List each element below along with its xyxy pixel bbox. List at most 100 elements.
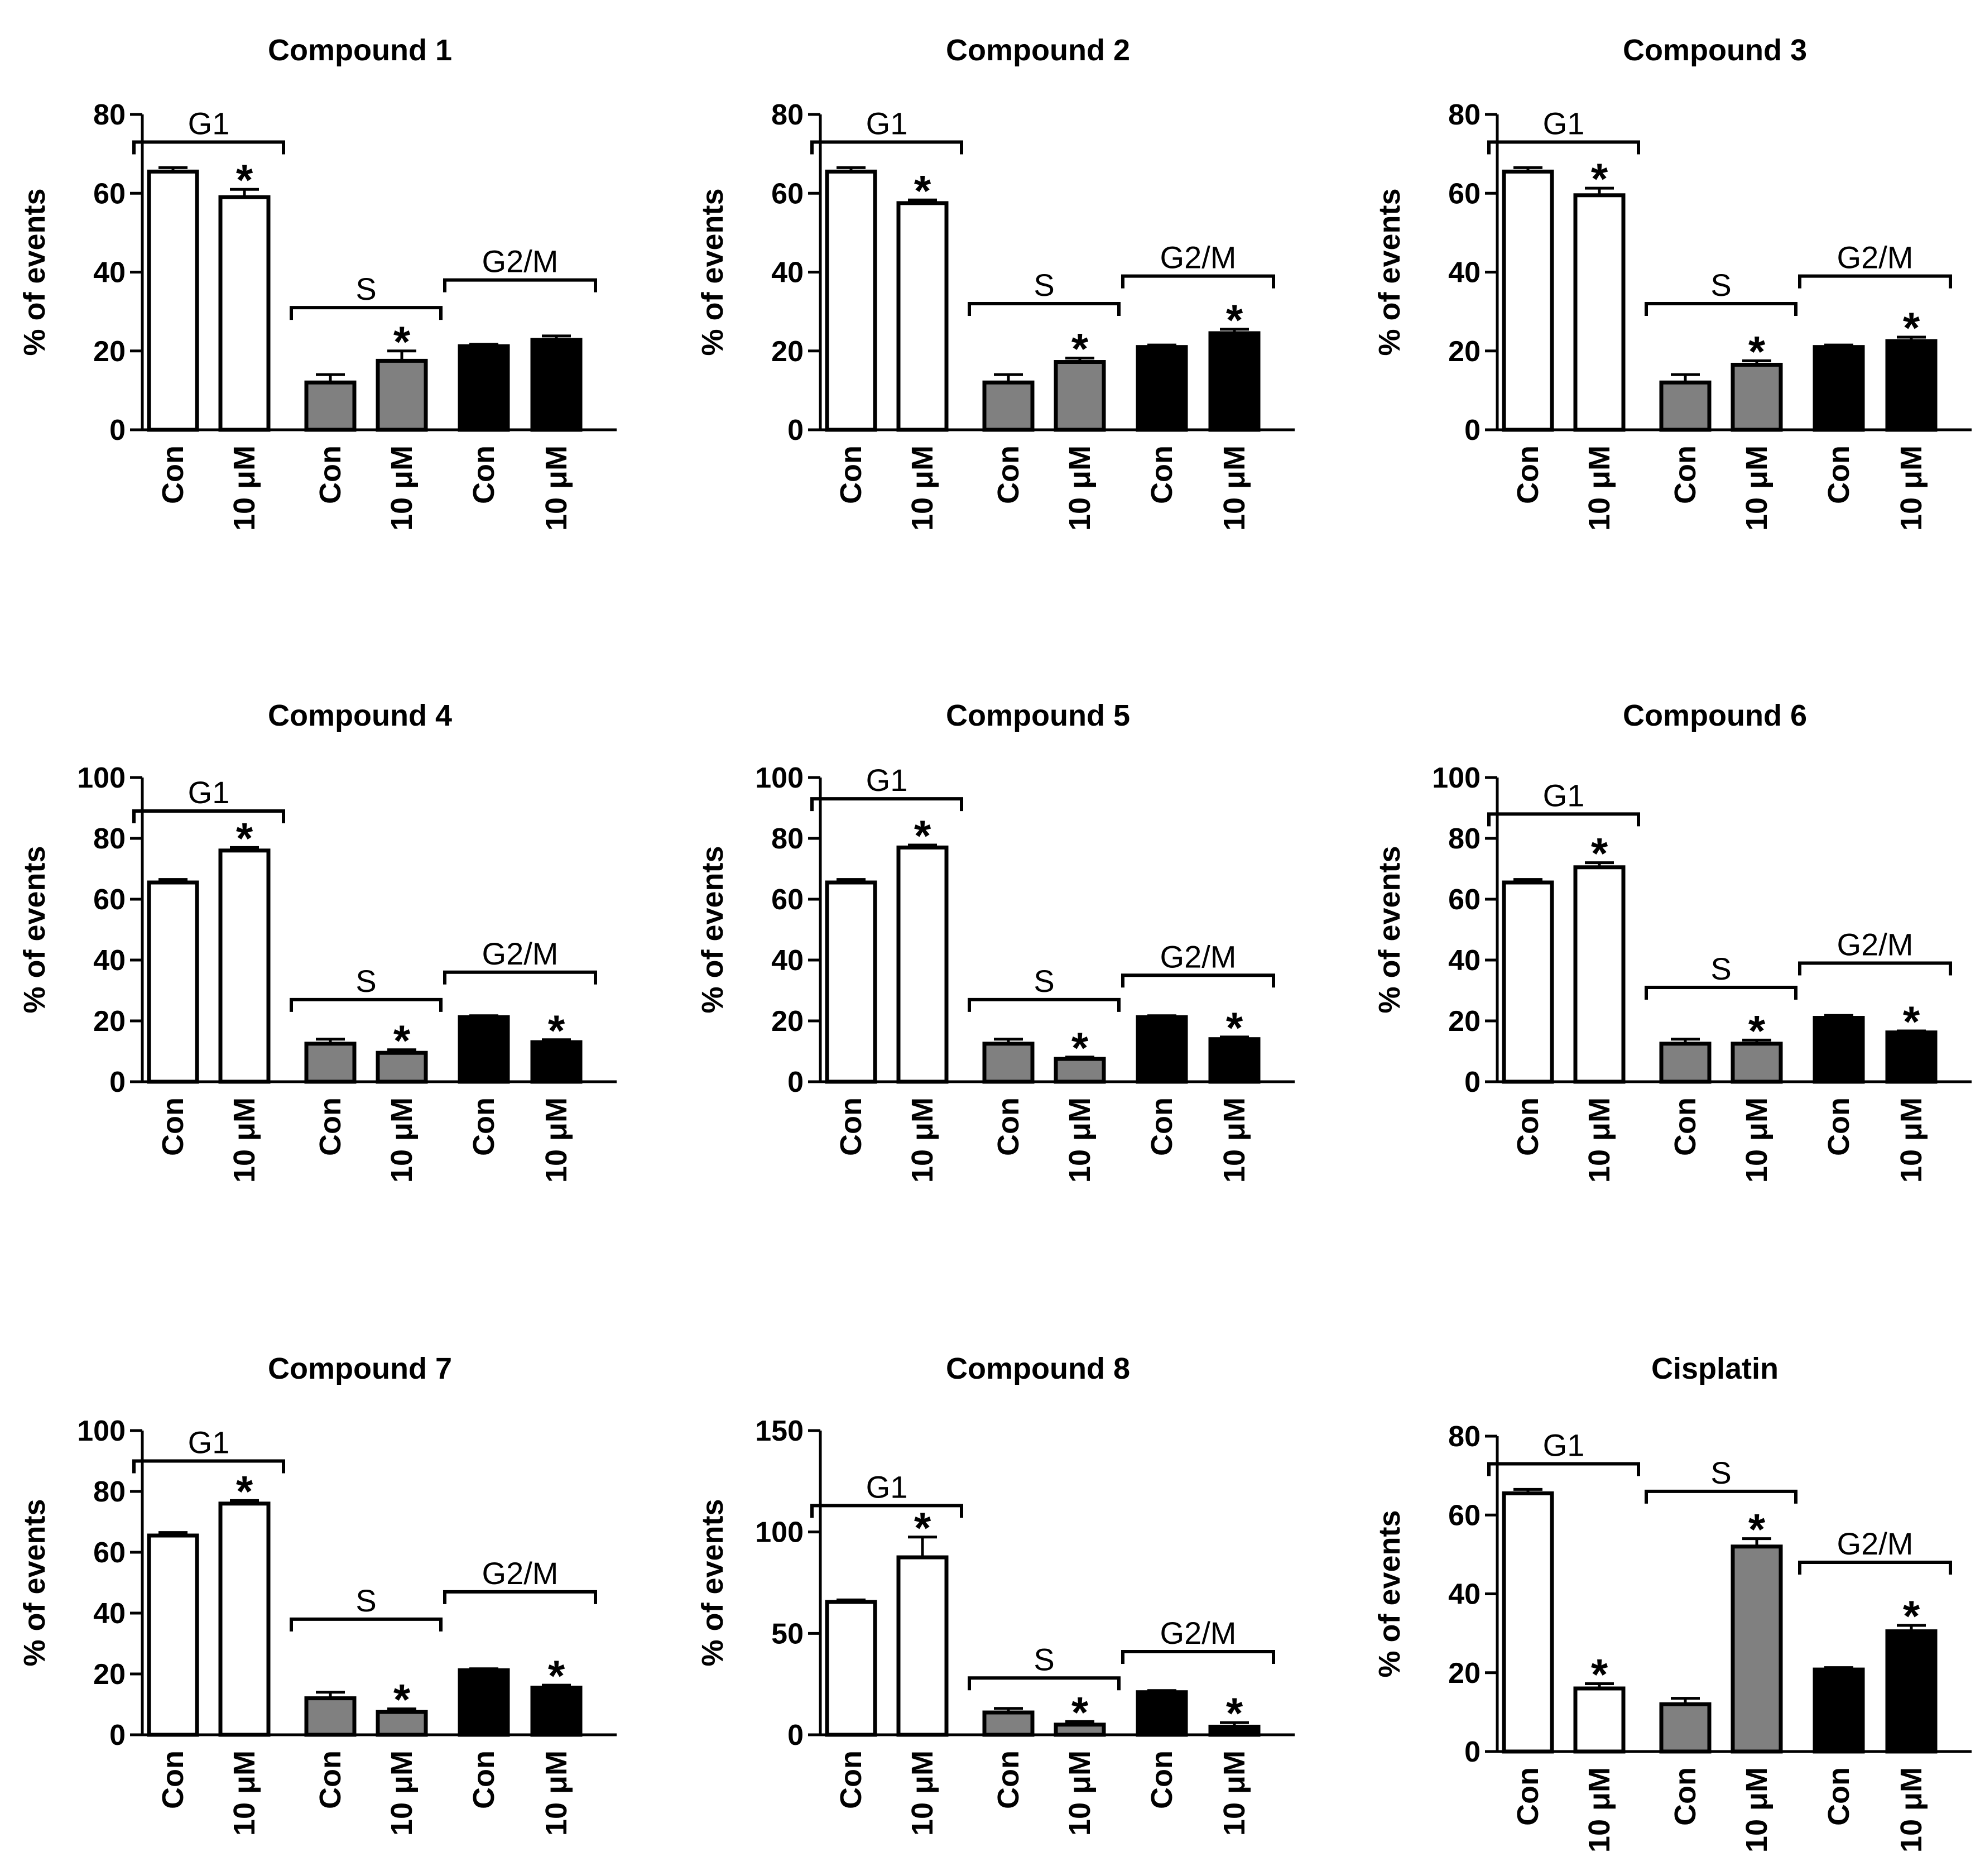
x-tick-label: Con [1511,445,1545,504]
group-label: G2/M [482,936,559,971]
x-tick-label: Con [1145,1750,1179,1809]
group-label: G2/M [1837,927,1914,962]
chart-title: Compound 3 [1623,33,1807,67]
x-tick-label: Con [1669,1097,1702,1156]
significance-star: * [914,1503,931,1552]
group-label: S [1710,267,1731,303]
x-tick-label: 10 μM [1583,445,1616,531]
significance-star: * [1226,1688,1243,1738]
y-tick-label: 40 [93,944,126,977]
y-tick-label: 100 [77,762,126,794]
y-tick-label: 60 [771,177,804,210]
bar-G2M-con [1136,1015,1188,1084]
group-label: S [355,1583,376,1618]
y-axis-label: % of events [696,1499,729,1666]
x-tick-label: 10 μM [1583,1767,1616,1853]
group-bracket [968,302,1121,316]
y-tick-label: 80 [1448,99,1481,131]
x-tick-label: Con [314,1097,347,1156]
group-label: G1 [188,105,230,141]
bar-G1-con [825,1600,877,1737]
x-tick-label: Con [467,445,501,504]
group-label: G1 [1543,1427,1585,1462]
x-tick-label: Con [467,1750,501,1809]
bar-S-con [982,380,1035,432]
bar-G2M-10um [1208,1724,1261,1737]
x-tick-label: 10 μM [1218,1097,1251,1183]
y-axis-label: % of events [1373,846,1406,1013]
chart-title: Compound 7 [268,1352,452,1385]
x-tick-label: Con [314,445,347,504]
significance-star: * [1748,1505,1766,1554]
significance-star: * [548,1651,565,1700]
x-tick-label: Con [1145,1097,1179,1156]
group-label: G2/M [1160,939,1237,974]
bar-G2M-con [458,1668,510,1737]
chart-title: Compound 6 [1623,699,1807,732]
chart-panel-7: Compound 7 % of events 0 20 40 60 80 100 Con * 10 … [18,1352,617,1836]
x-tick-label: 10 μM [1740,1097,1773,1183]
group-bracket [810,1504,963,1518]
bar-S-10um [376,1050,428,1084]
group-label: G1 [866,105,908,141]
group-bracket [1487,812,1640,827]
bar-S-con [1659,380,1712,432]
chart-panel-4: Compound 4 % of events 0 20 40 60 80 100 Con * 10 … [18,699,617,1183]
y-tick-label: 20 [771,1005,804,1038]
x-tick-label: 10 μM [1063,1750,1097,1836]
group-label: G1 [1543,105,1585,141]
bar-S-con [982,1042,1035,1084]
x-tick-label: Con [834,1750,868,1809]
significance-star: * [1903,1591,1920,1640]
y-tick-label: 20 [93,1005,126,1038]
x-tick-label: Con [992,1750,1025,1809]
x-tick-label: Con [1822,1097,1856,1156]
group-bracket [1645,302,1797,316]
y-tick-label: 60 [1448,1499,1481,1532]
bar-G2M-con [1136,1690,1188,1737]
group-bracket [290,997,443,1012]
significance-star: * [1748,327,1766,376]
y-axis-label: % of events [1373,188,1406,356]
x-tick-label: 10 μM [1895,1767,1928,1853]
significance-star: * [1071,1023,1089,1072]
y-tick-label: 20 [1448,1657,1481,1690]
group-bracket [1121,1650,1275,1664]
group-bracket [1487,140,1640,155]
y-tick-label: 0 [787,1066,804,1098]
group-label: S [1034,1642,1054,1677]
significance-star: * [393,1016,411,1065]
x-tick-label: Con [834,445,868,504]
group-bracket [1121,274,1275,289]
bar-G1-10um [218,195,271,432]
y-tick-label: 60 [93,1537,126,1569]
y-axis-label: % of events [18,1499,51,1666]
x-tick-label: Con [1822,1767,1856,1826]
y-tick-label: 40 [1448,257,1481,289]
group-bracket [443,1590,597,1604]
chart-panel-9: Cisplatin % of events 0 20 40 60 80 Con * 10 μM Co… [1373,1352,1972,1853]
y-tick-label: 40 [771,944,804,977]
chart-panel-3: Compound 3 % of events 0 20 40 60 80 Con * 10 μM C… [1373,33,1972,531]
bar-S-10um [376,358,428,432]
y-tick-label: 40 [771,257,804,289]
y-tick-label: 80 [93,823,126,855]
significance-star: * [1903,997,1920,1046]
bar-G2M-con [458,1015,510,1084]
significance-star: * [236,155,253,204]
x-tick-label: Con [314,1750,347,1809]
group-label: G1 [188,775,230,810]
y-tick-label: 60 [1448,884,1481,916]
group-bracket [968,997,1121,1012]
significance-star: * [1591,154,1608,203]
bar-G2M-10um [1208,1037,1261,1084]
x-tick-label: Con [1145,445,1179,504]
x-tick-label: Con [992,1097,1025,1156]
bar-G2M-10um [1885,1629,1938,1754]
y-tick-label: 20 [1448,335,1481,368]
y-tick-label: 100 [77,1415,126,1447]
x-tick-label: 10 μM [228,1097,261,1183]
bar-G1-10um [218,848,271,1084]
y-tick-label: 0 [109,1719,126,1752]
group-bracket [968,1676,1121,1691]
